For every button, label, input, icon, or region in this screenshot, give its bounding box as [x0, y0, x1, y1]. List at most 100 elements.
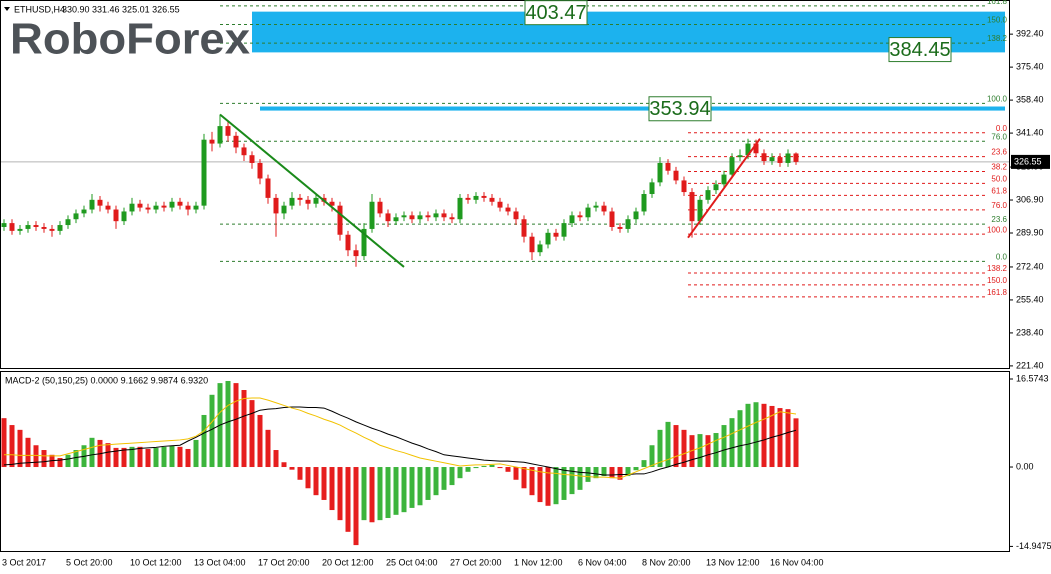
- candle-body: [433, 213, 439, 218]
- macd-bar: [449, 467, 455, 486]
- candle-body: [137, 203, 143, 208]
- candle-body: [705, 190, 711, 200]
- macd-title: MACD-2 (50,150,25) 0.0000 9.1662 9.9874 …: [5, 375, 208, 385]
- candle-body: [417, 215, 423, 220]
- macd-bar: [289, 467, 295, 470]
- x-tick-label: 6 Nov 04:00: [578, 557, 627, 567]
- fib-label: 0.0: [996, 124, 1008, 133]
- candle-body: [729, 157, 735, 175]
- candle-body: [73, 213, 79, 220]
- trend-line: [219, 113, 405, 268]
- macd-bar: [177, 446, 183, 468]
- macd-line: [3, 406, 797, 476]
- price-label: 384.45: [889, 39, 950, 61]
- macd-bar: [785, 409, 791, 468]
- macd-bar: [121, 447, 127, 468]
- macd-bar: [9, 425, 15, 468]
- macd-bar: [137, 446, 143, 468]
- candle-body: [401, 215, 407, 218]
- x-tick-label: 8 Nov 20:00: [642, 557, 691, 567]
- macd-bar: [529, 467, 535, 496]
- fib-label: 150.0: [987, 276, 1008, 285]
- candle-body: [617, 226, 623, 229]
- fib-label: 23.6: [991, 148, 1007, 157]
- macd-bar: [625, 467, 631, 477]
- x-tick-label: 13 Nov 12:00: [706, 557, 760, 567]
- candle-body: [337, 205, 343, 235]
- macd-bar: [497, 467, 503, 469]
- y-tick-label: 255.40: [1016, 294, 1044, 304]
- candle-body: [481, 195, 487, 198]
- macd-bar: [329, 467, 335, 511]
- candle-body: [609, 211, 615, 227]
- macd-bar: [201, 414, 207, 468]
- menu-icon: [4, 7, 10, 11]
- macd-bar: [313, 467, 319, 496]
- candle-body: [497, 201, 503, 208]
- candle-body: [665, 162, 671, 171]
- candle-body: [601, 205, 607, 212]
- candle-body: [585, 207, 591, 218]
- y-tick-label: 375.40: [1016, 62, 1044, 72]
- candle-body: [449, 217, 455, 220]
- candle-body: [593, 205, 599, 208]
- macd-bar: [441, 467, 447, 490]
- candle-body: [217, 126, 223, 144]
- candle-body: [9, 223, 15, 231]
- candle-body: [169, 201, 175, 208]
- candle-body: [257, 162, 263, 179]
- candle-body: [81, 209, 87, 214]
- macd-bar: [393, 467, 399, 515]
- x-tick-label: 1 Nov 12:00: [514, 557, 563, 567]
- macd-bar: [257, 414, 263, 468]
- target-zone: [252, 11, 1005, 53]
- x-tick-label: 25 Oct 04:00: [386, 557, 438, 567]
- candle-body: [761, 153, 767, 162]
- macd-line: [4, 397, 797, 479]
- macd-bar: [41, 450, 47, 468]
- macd-bar: [769, 405, 775, 468]
- y-tick-label: 392.40: [1016, 29, 1044, 39]
- y-tick-label: 238.40: [1016, 327, 1044, 337]
- ohlc-text: 330.90 331.46 325.01 326.55: [62, 4, 180, 14]
- candle-body: [249, 155, 255, 163]
- macd-bar: [377, 467, 383, 521]
- x-tick-label: 3 Oct 2017: [2, 557, 46, 567]
- price-label-box: [888, 37, 952, 63]
- macd-bar: [281, 462, 287, 468]
- candle-body: [17, 228, 23, 231]
- macd-bar: [481, 465, 487, 468]
- macd-bar: [385, 467, 391, 519]
- macd-bar: [129, 446, 135, 468]
- y-tick-label: 221.40: [1016, 360, 1044, 370]
- macd-bar: [241, 390, 247, 468]
- fib-label: 161.8: [987, 0, 1008, 6]
- candle-body: [721, 174, 727, 185]
- candle-body: [153, 205, 159, 210]
- macd-bar: [297, 467, 303, 480]
- y-tick-label: -14.9475: [1016, 541, 1051, 551]
- macd-bar: [417, 467, 423, 506]
- candle-body: [289, 197, 295, 206]
- candle-body: [441, 213, 447, 218]
- candle-body: [369, 201, 375, 229]
- macd-bar: [681, 429, 687, 468]
- candle-body: [681, 180, 687, 193]
- candle-body: [457, 197, 463, 220]
- macd-bar: [737, 410, 743, 468]
- macd-bar: [697, 434, 703, 468]
- candle-body: [641, 194, 647, 212]
- fib-label: 138.2: [987, 264, 1008, 273]
- macd-bar: [505, 467, 511, 472]
- candle-body: [129, 203, 135, 212]
- macd-bar: [409, 467, 415, 508]
- candle-body: [385, 213, 391, 222]
- macd-bar: [57, 457, 63, 468]
- candle-body: [41, 226, 47, 229]
- macd-bar: [305, 467, 311, 489]
- macd-bar: [145, 448, 151, 468]
- macd-bar: [169, 445, 175, 468]
- price-panel: [0, 0, 1010, 369]
- candle-body: [745, 143, 751, 156]
